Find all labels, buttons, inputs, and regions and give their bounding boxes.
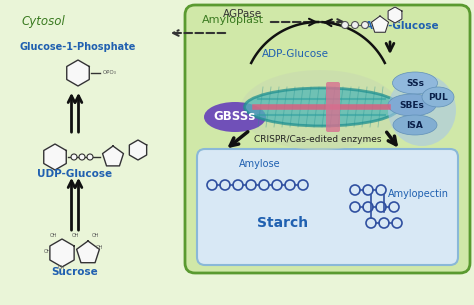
Ellipse shape [204, 102, 266, 132]
FancyBboxPatch shape [197, 149, 458, 265]
Polygon shape [372, 16, 389, 32]
Ellipse shape [392, 72, 438, 94]
Ellipse shape [388, 94, 436, 116]
Circle shape [352, 21, 358, 28]
Text: OH: OH [44, 249, 52, 254]
FancyBboxPatch shape [185, 5, 470, 273]
Text: OH: OH [50, 233, 58, 238]
Text: AGPase: AGPase [222, 9, 262, 19]
Text: SBEs: SBEs [400, 101, 424, 109]
Text: ADP-Glucose: ADP-Glucose [262, 49, 328, 59]
Text: Starch: Starch [257, 216, 309, 230]
Text: ISA: ISA [407, 120, 423, 130]
Ellipse shape [388, 74, 456, 146]
Text: Sucrose: Sucrose [52, 267, 99, 277]
Text: OH: OH [92, 233, 100, 238]
Text: GBSSs: GBSSs [214, 110, 256, 124]
Text: ADP-Glucose: ADP-Glucose [365, 21, 439, 31]
Text: Amyloplast: Amyloplast [202, 15, 264, 25]
Ellipse shape [245, 88, 400, 126]
Text: Amylose: Amylose [239, 159, 281, 169]
Ellipse shape [240, 70, 400, 150]
FancyBboxPatch shape [326, 82, 340, 132]
Text: UDP-Glucose: UDP-Glucose [37, 169, 112, 179]
Polygon shape [102, 146, 123, 166]
Text: CRISPR/Cas-edited enzymes: CRISPR/Cas-edited enzymes [254, 135, 382, 144]
Polygon shape [129, 140, 146, 160]
Text: OH: OH [58, 265, 66, 270]
Polygon shape [44, 144, 66, 170]
Text: OPO₃: OPO₃ [103, 70, 117, 76]
Circle shape [341, 21, 348, 28]
Circle shape [87, 154, 93, 160]
Ellipse shape [422, 87, 454, 107]
Text: Cytosol: Cytosol [22, 15, 66, 28]
Text: Amylopectin: Amylopectin [388, 189, 449, 199]
Text: OH: OH [72, 233, 80, 238]
Polygon shape [388, 7, 402, 23]
Text: PUL: PUL [428, 92, 448, 102]
Text: SSs: SSs [406, 78, 424, 88]
Text: Glucose-1-Phosphate: Glucose-1-Phosphate [20, 42, 136, 52]
Circle shape [71, 154, 77, 160]
Polygon shape [67, 60, 89, 86]
Circle shape [79, 154, 85, 160]
Circle shape [362, 21, 368, 28]
Text: OH: OH [96, 245, 104, 250]
Polygon shape [50, 239, 74, 267]
Ellipse shape [393, 115, 437, 135]
Polygon shape [77, 241, 100, 263]
